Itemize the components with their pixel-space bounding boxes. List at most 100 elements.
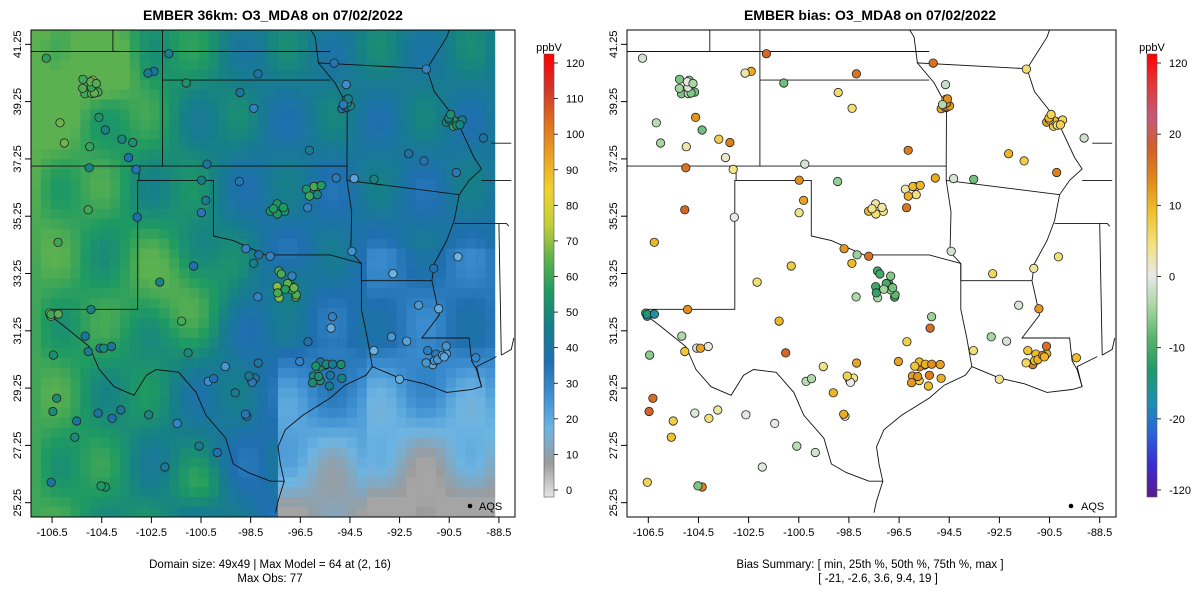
- grid-cell: [376, 377, 388, 389]
- grid-cell: [90, 397, 101, 409]
- grid-cell: [505, 258, 515, 270]
- grid-cell: [317, 407, 328, 419]
- grid-cell: [337, 248, 348, 260]
- grid-cell: [258, 357, 269, 369]
- grid-cell: [31, 367, 42, 379]
- grid-cell: [179, 397, 190, 409]
- aqs-site: [99, 343, 109, 353]
- grid-cell: [189, 39, 200, 51]
- grid-cell: [337, 59, 348, 71]
- grid-cell: [50, 169, 62, 180]
- grid-cell: [129, 348, 141, 359]
- grid-cell: [238, 198, 249, 210]
- grid-cell: [90, 238, 101, 250]
- grid-cell: [435, 338, 447, 349]
- grid-cell: [277, 159, 289, 170]
- grid-cell: [327, 397, 338, 409]
- grid-cell: [80, 218, 91, 230]
- grid-cell: [40, 39, 52, 51]
- grid-cell: [110, 367, 121, 379]
- grid-cell: [179, 288, 190, 299]
- grid-cell: [445, 467, 457, 478]
- grid-cell: [317, 507, 328, 517]
- grid-cell: [129, 357, 141, 369]
- grid-cell: [475, 437, 486, 449]
- grid-cell: [347, 407, 358, 419]
- grid-cell: [268, 139, 279, 150]
- grid-cell: [70, 308, 81, 319]
- grid-cell: [100, 159, 111, 170]
- grid-cell: [238, 248, 249, 260]
- grid-cell: [416, 417, 427, 429]
- grid-cell: [347, 298, 358, 309]
- grid-cell: [31, 39, 42, 51]
- grid-cell: [198, 169, 210, 180]
- grid-cell: [505, 318, 515, 329]
- grid-cell: [169, 149, 180, 160]
- grid-cell: [129, 99, 141, 111]
- grid-cell: [455, 447, 467, 458]
- grid-cell: [505, 169, 515, 180]
- grid-cell: [297, 79, 309, 91]
- grid-cell: [277, 99, 289, 111]
- grid-cell: [40, 377, 52, 389]
- grid-cell: [139, 507, 151, 517]
- grid-cell: [268, 437, 279, 449]
- grid-cell: [366, 238, 378, 250]
- grid-cell: [297, 397, 309, 409]
- grid-cell: [426, 228, 437, 240]
- grid-cell: [416, 288, 427, 299]
- grid-cell: [218, 417, 230, 429]
- grid-cell: [218, 447, 230, 458]
- grid-cell: [406, 79, 417, 91]
- grid-cell: [70, 189, 81, 200]
- grid-cell: [445, 39, 457, 51]
- grid-cell: [277, 109, 289, 121]
- grid-cell: [238, 377, 249, 389]
- grid-cell: [198, 69, 210, 81]
- grid-cell: [495, 248, 506, 260]
- grid-cell: [277, 507, 289, 517]
- aqs-site: [183, 348, 193, 358]
- aqs-site: [78, 83, 88, 93]
- grid-cell: [356, 189, 368, 200]
- grid-cell: [189, 79, 200, 91]
- grid-cell: [307, 159, 319, 170]
- grid-cell: [416, 427, 427, 439]
- grid-cell: [426, 258, 437, 270]
- grid-cell: [248, 218, 259, 230]
- grid-cell: [356, 447, 368, 458]
- grid-cell: [139, 99, 151, 111]
- grid-cell: [80, 437, 91, 449]
- aqs-site: [681, 163, 691, 173]
- grid-cell: [297, 258, 309, 270]
- grid-cell: [159, 258, 170, 270]
- grid-cell: [90, 99, 101, 111]
- grid-cell: [228, 268, 240, 280]
- grid-cell: [317, 59, 328, 71]
- grid-cell: [159, 298, 170, 309]
- grid-cell: [198, 228, 210, 240]
- grid-cell: [228, 109, 240, 121]
- grid-cell: [169, 357, 180, 369]
- grid-cell: [258, 208, 269, 220]
- grid-cell: [386, 308, 398, 319]
- grid-cell: [445, 387, 457, 399]
- grid-cell: [159, 467, 170, 478]
- aqs-site: [901, 203, 912, 213]
- aqs-site: [1034, 304, 1044, 314]
- grid-cell: [445, 218, 457, 230]
- aqs-site: [913, 371, 923, 382]
- grid-cell: [366, 427, 378, 439]
- aqs-site: [828, 388, 838, 398]
- grid-cell: [179, 218, 190, 230]
- aqs-site: [693, 481, 703, 491]
- grid-cell: [60, 397, 72, 409]
- grid-cell: [297, 238, 309, 250]
- grid-cell: [327, 328, 338, 339]
- grid-cell: [426, 477, 437, 488]
- grid-cell: [198, 109, 210, 121]
- grid-cell: [465, 39, 477, 51]
- grid-cell: [396, 288, 407, 299]
- grid-cell: [307, 497, 319, 508]
